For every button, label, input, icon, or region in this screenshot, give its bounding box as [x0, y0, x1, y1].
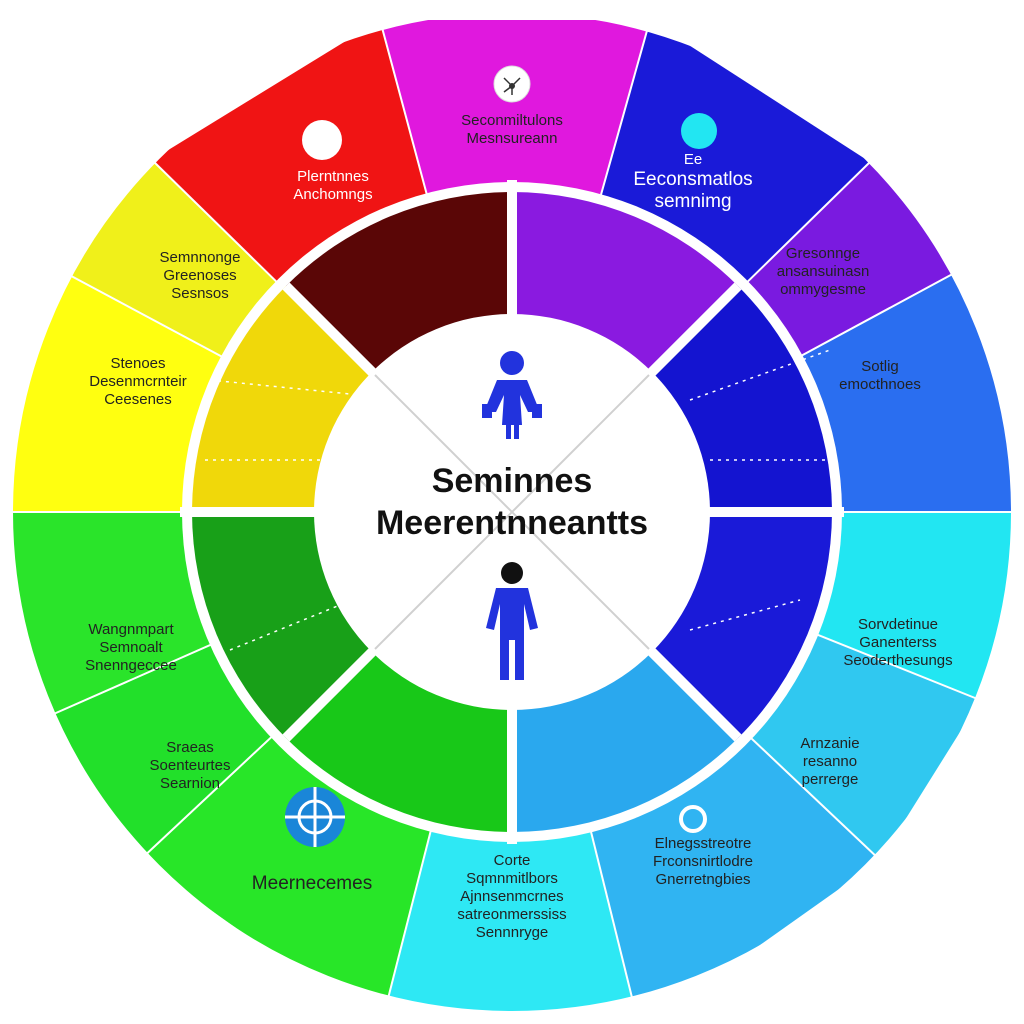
network-icon [493, 65, 531, 103]
person-with-bags-icon [482, 351, 542, 439]
circle-icon [302, 120, 342, 160]
dotted-accents [205, 349, 838, 651]
cyan-circle-icon [681, 113, 717, 149]
center-cross-lines [374, 374, 650, 650]
standing-person-icon [486, 562, 538, 680]
crosshair-icon [285, 787, 345, 847]
ring-icon [679, 805, 707, 833]
